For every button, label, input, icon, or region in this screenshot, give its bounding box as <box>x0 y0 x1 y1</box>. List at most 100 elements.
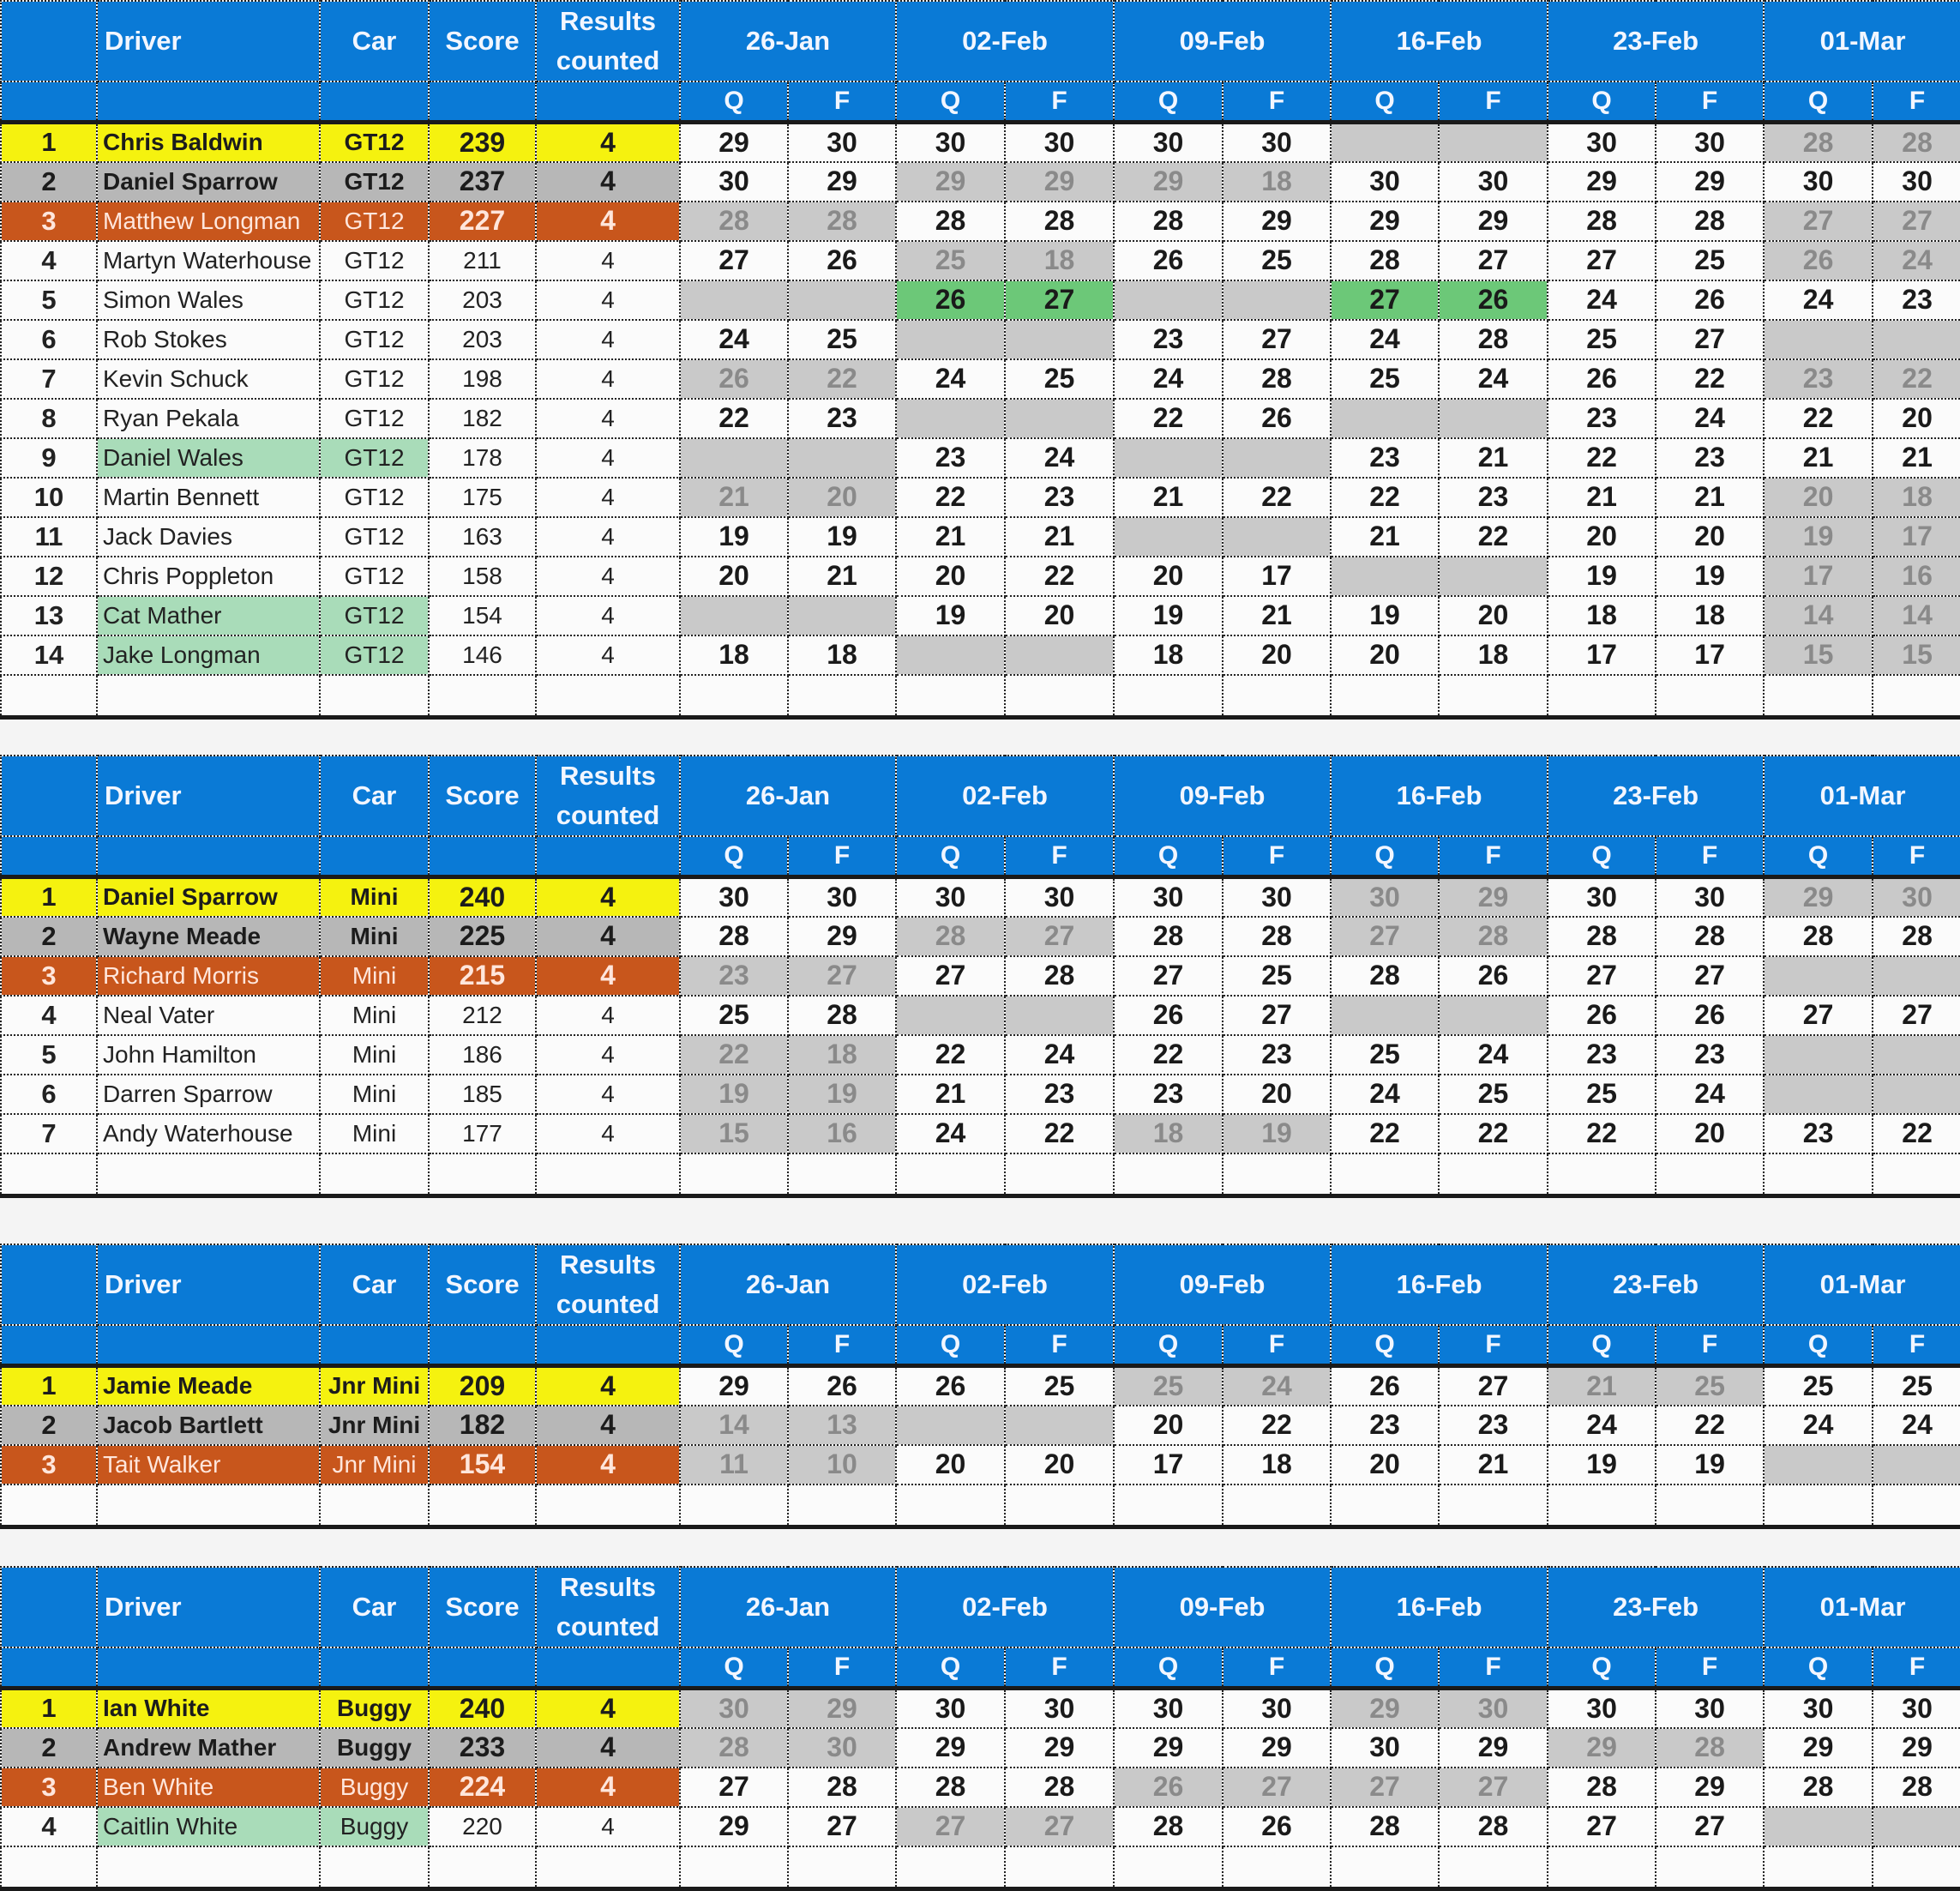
final-points: 21 <box>1222 594 1332 636</box>
date-header: 09-Feb <box>1113 0 1332 82</box>
final-points: 20 <box>1872 397 1960 439</box>
final-header: F <box>1004 835 1115 878</box>
date-header: 26-Jan <box>678 1566 898 1648</box>
car-header: Car <box>319 1244 430 1326</box>
qualifying-points: 29 <box>1113 160 1224 202</box>
results-counted-header: Results counted <box>535 1566 681 1648</box>
date-header: 09-Feb <box>1113 755 1332 837</box>
header-row: Driver Car Score Results counted 26-Jan 0… <box>0 0 1960 82</box>
final-points: 19 <box>786 515 898 557</box>
final-header: F <box>1222 835 1332 878</box>
qualifying-points: 27 <box>1330 1766 1440 1808</box>
final-points: 27 <box>1438 239 1549 281</box>
qualifying-points <box>1330 397 1440 439</box>
final-points: 28 <box>1438 915 1549 957</box>
final-points: 20 <box>786 476 898 518</box>
date-header: 23-Feb <box>1547 1566 1765 1648</box>
car-class: Jnr Mini <box>319 1364 430 1406</box>
driver-name: Martyn Waterhouse <box>96 239 321 281</box>
driver-name: Jake Longman <box>96 634 321 676</box>
final-points <box>1004 318 1115 360</box>
final-points: 24 <box>1438 1033 1549 1075</box>
final-points: 23 <box>1004 476 1115 518</box>
final-points: 28 <box>1872 915 1960 957</box>
driver-name: Darren Sparrow <box>96 1073 321 1115</box>
qualifying-points <box>1763 318 1874 360</box>
qualifying-points <box>679 279 789 321</box>
final-points: 27 <box>1004 915 1115 957</box>
date-header: 23-Feb <box>1547 1244 1765 1326</box>
final-points: 27 <box>1872 994 1960 1036</box>
final-points: 25 <box>1222 239 1332 281</box>
driver-name: Ben White <box>96 1766 321 1808</box>
final-points <box>1872 1033 1960 1075</box>
final-points: 27 <box>1222 994 1332 1036</box>
score-value: 239 <box>428 120 537 163</box>
final-points: 27 <box>1438 1364 1549 1406</box>
position-cell: 14 <box>0 634 98 676</box>
final-points: 29 <box>1004 160 1115 202</box>
qualifying-points: 27 <box>679 1766 789 1808</box>
results-counted: 4 <box>535 594 681 636</box>
final-header: F <box>1438 81 1549 123</box>
driver-row: 9 Daniel Wales GT12 178 4 23 24 23 21 22 23 21 21 <box>0 437 1960 479</box>
driver-row: 8 Ryan Pekala GT12 182 4 22 23 22 26 23 24 22 20 <box>0 397 1960 439</box>
qualifying-header: Q <box>679 1324 789 1367</box>
final-points: 20 <box>1655 1112 1765 1154</box>
qualifying-points: 26 <box>1763 239 1874 281</box>
qualifying-points: 19 <box>1547 555 1657 597</box>
qualifying-points: 24 <box>1330 1073 1440 1115</box>
final-points: 26 <box>786 1364 898 1406</box>
driver-row: 4 Caitlin White Buggy 220 4 29 27 27 27 28 26 28 28 2… <box>0 1805 1960 1847</box>
driver-row: 1 Daniel Sparrow Mini 240 4 30 30 30 30 30 30 30 29 3… <box>0 875 1960 918</box>
final-points: 30 <box>1004 120 1115 163</box>
qualifying-points: 30 <box>895 875 1007 918</box>
final-points: 20 <box>1222 1073 1332 1115</box>
qualifying-points: 24 <box>1113 358 1224 400</box>
qualifying-points: 25 <box>1330 1033 1440 1075</box>
qualifying-points <box>1763 1073 1874 1115</box>
qualifying-header: Q <box>1113 81 1224 123</box>
final-points: 19 <box>1655 555 1765 597</box>
score-value: 224 <box>428 1766 537 1808</box>
final-points: 26 <box>1222 397 1332 439</box>
results-counted: 4 <box>535 1443 681 1485</box>
qualifying-points: 22 <box>1113 1033 1224 1075</box>
qualifying-points: 29 <box>895 1726 1007 1768</box>
qualifying-points: 29 <box>1547 1726 1657 1768</box>
qualifying-points: 23 <box>1330 437 1440 479</box>
qualifying-points: 30 <box>895 1686 1007 1729</box>
qualifying-points: 22 <box>1547 1112 1657 1154</box>
final-points: 23 <box>1655 1033 1765 1075</box>
final-points: 25 <box>1655 239 1765 281</box>
final-points <box>786 437 898 479</box>
final-header: F <box>786 1647 898 1689</box>
final-points: 27 <box>786 955 898 997</box>
qualifying-points: 24 <box>1330 318 1440 360</box>
qualifying-points: 20 <box>679 555 789 597</box>
final-points: 21 <box>1655 476 1765 518</box>
final-points: 30 <box>1004 1686 1115 1729</box>
qualifying-points: 28 <box>1763 120 1874 163</box>
date-header: 26-Jan <box>678 1244 898 1326</box>
driver-name: Jack Davies <box>96 515 321 557</box>
final-points: 29 <box>786 160 898 202</box>
results-counted: 4 <box>535 239 681 281</box>
final-points: 20 <box>1004 594 1115 636</box>
driver-row: 2 Daniel Sparrow GT12 237 4 30 29 29 29 29 18 30 30 2… <box>0 160 1960 202</box>
qualifying-points: 29 <box>679 1805 789 1847</box>
driver-name: Jamie Meade <box>96 1364 321 1406</box>
position-cell: 1 <box>0 875 98 918</box>
final-points: 27 <box>786 1805 898 1847</box>
qualifying-points <box>895 994 1007 1036</box>
final-points: 29 <box>1004 1726 1115 1768</box>
car-class: Buggy <box>319 1726 430 1768</box>
results-counted: 4 <box>535 1073 681 1115</box>
qualifying-points: 26 <box>1547 358 1657 400</box>
results-counted: 4 <box>535 1766 681 1808</box>
final-points: 24 <box>1655 1073 1765 1115</box>
final-header: F <box>1655 835 1765 878</box>
final-header: F <box>786 1324 898 1367</box>
qualifying-points: 28 <box>679 915 789 957</box>
driver-row: 13 Cat Mather GT12 154 4 19 20 19 21 19 20 18 18 14 14 <box>0 594 1960 636</box>
